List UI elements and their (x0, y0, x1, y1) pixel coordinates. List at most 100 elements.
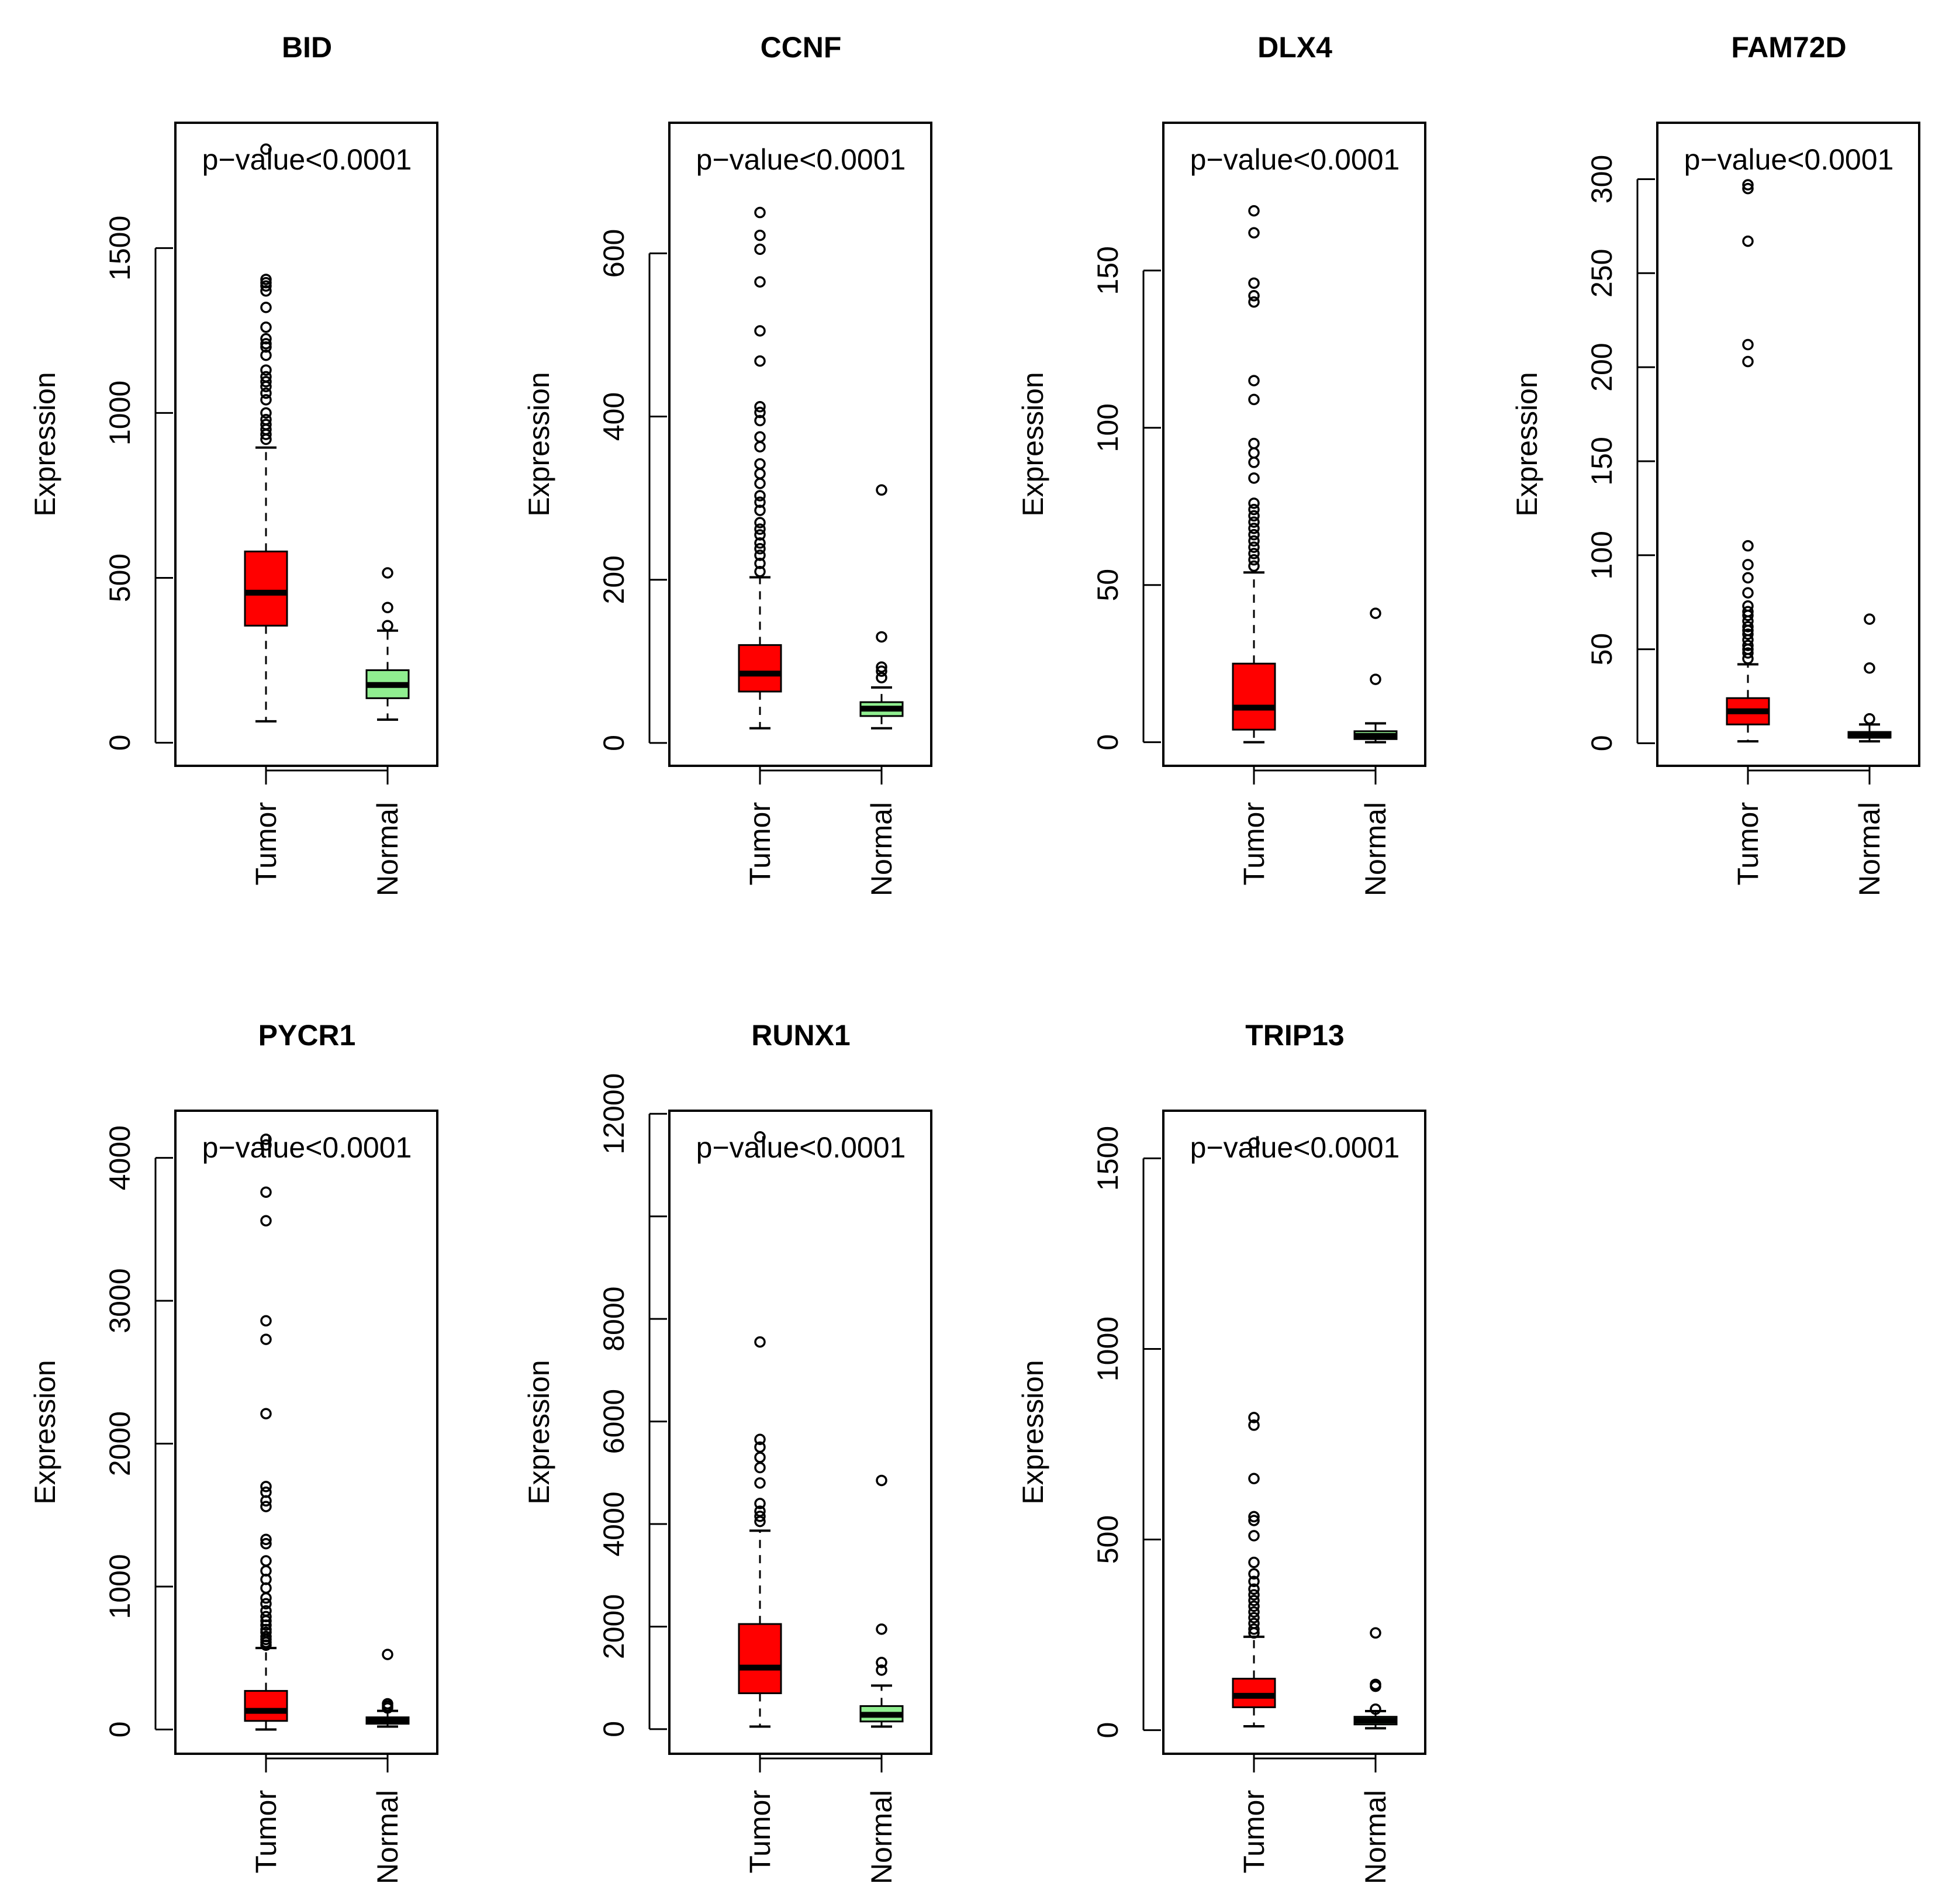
outlier-point (260, 1537, 272, 1550)
outlier-point (754, 517, 766, 528)
outlier-point (260, 1134, 272, 1145)
y-tick-label: 4000 (597, 1491, 630, 1556)
y-tick-label: 0 (1091, 734, 1124, 751)
outlier-point (1370, 1627, 1381, 1639)
outlier-point (260, 285, 272, 297)
outlier-point (1248, 1556, 1260, 1568)
outlier-point (754, 1433, 766, 1446)
y-tick-label: 0 (597, 1721, 630, 1737)
chart-title: TRIP13 (1245, 1019, 1345, 1052)
y-axis-title: Expression (523, 1360, 555, 1504)
outlier-point (1248, 1515, 1260, 1526)
outlier-point (260, 1533, 272, 1546)
chart-title: DLX4 (1257, 31, 1332, 64)
chart-panel-fam72d: FAM72D 0 50 100 150 200 250 300 Expression Tumor N… (1511, 31, 1920, 896)
x-tick-label: Tumor (1238, 802, 1270, 886)
y-tick-label: 500 (103, 554, 136, 602)
outlier-point (1742, 606, 1754, 618)
outlier-point (260, 371, 272, 383)
outlier-point (754, 401, 766, 413)
box-tumor (1232, 205, 1276, 744)
outlier-point (754, 1336, 766, 1348)
outlier-point (754, 550, 766, 561)
outlier-point (1370, 1703, 1381, 1715)
outlier-point (1742, 338, 1754, 351)
p-value-annotation: p−value<0.0001 (1190, 143, 1400, 176)
x-tick-label: Normal (1359, 1790, 1392, 1884)
outlier-point (1742, 540, 1754, 552)
box-normal (365, 567, 410, 721)
outlier-point (754, 537, 766, 549)
y-tick-label: 3000 (103, 1268, 136, 1333)
y-axis-title: Expression (29, 1360, 61, 1504)
outlier-point (1248, 1137, 1260, 1149)
y-tick-label: 0 (1585, 735, 1618, 751)
outlier-point (754, 206, 766, 219)
chart-panel-bid: BID 0 500 1000 1500 Expression Tumor Normal p−va… (29, 31, 438, 896)
outlier-point (260, 394, 272, 406)
box-tumor (244, 1134, 288, 1731)
x-tick-label: Normal (865, 802, 898, 896)
outlier-point (754, 243, 766, 255)
iqr-box (738, 644, 782, 693)
box-normal (1353, 1627, 1398, 1730)
outlier-point (876, 1664, 887, 1676)
x-tick-label: Tumor (744, 1790, 776, 1874)
p-value-annotation: p−value<0.0001 (1684, 143, 1894, 176)
box-tumor (1232, 1137, 1276, 1728)
outlier-point (1248, 1583, 1260, 1595)
box-normal (1353, 607, 1398, 744)
p-value-annotation: p−value<0.0001 (202, 1131, 412, 1164)
outlier-point (1248, 560, 1260, 572)
outlier-point (1248, 1595, 1260, 1606)
outlier-point (382, 602, 393, 613)
outlier-point (1742, 182, 1754, 195)
y-tick-label: 200 (597, 555, 630, 604)
y-tick-label: 1000 (103, 1554, 136, 1619)
outlier-point (876, 672, 887, 683)
outlier-point (754, 1452, 766, 1463)
chart-panel-dlx4: DLX4 0 50 100 150 Expression Tumor Normal p−valu… (1017, 31, 1426, 896)
outlier-point (260, 280, 272, 292)
y-tick-label: 1500 (1091, 1126, 1124, 1191)
outlier-point (754, 523, 766, 535)
y-tick-label: 50 (1585, 633, 1618, 666)
box-normal (1847, 613, 1892, 743)
outlier-point (1248, 1575, 1260, 1588)
outlier-point (1742, 587, 1754, 599)
iqr-box (1232, 662, 1276, 731)
x-tick-label: Tumor (1238, 1790, 1270, 1874)
outlier-point (876, 1657, 887, 1668)
outlier-point (1248, 447, 1260, 459)
outlier-point (260, 1481, 272, 1492)
outlier-point (1742, 628, 1754, 640)
outlier-point (1864, 662, 1875, 674)
outlier-point (754, 355, 766, 367)
outlier-point (260, 364, 272, 376)
outlier-point (754, 406, 766, 419)
y-tick-label: 600 (597, 229, 630, 278)
outlier-point (876, 1623, 887, 1635)
p-value-annotation: p−value<0.0001 (1190, 1131, 1400, 1164)
outlier-point (754, 431, 766, 443)
box-normal (859, 484, 904, 730)
x-tick-label: Normal (1853, 802, 1886, 896)
outlier-point (1248, 1612, 1260, 1623)
outlier-point (260, 419, 272, 430)
chart-title: BID (282, 31, 332, 64)
box-tumor (738, 206, 782, 730)
y-tick-label: 150 (1585, 437, 1618, 485)
outlier-point (260, 338, 272, 350)
outlier-point (1370, 607, 1381, 619)
y-axis-title: Expression (1511, 372, 1543, 516)
outlier-point (754, 504, 766, 516)
outlier-point (260, 387, 272, 399)
outlier-point (1370, 673, 1381, 685)
outlier-point (260, 143, 272, 155)
y-tick-label: 100 (1585, 531, 1618, 579)
outlier-point (260, 1555, 272, 1567)
y-tick-label: 0 (103, 735, 136, 751)
outlier-point (1248, 554, 1260, 566)
outlier-point (1248, 1412, 1260, 1423)
